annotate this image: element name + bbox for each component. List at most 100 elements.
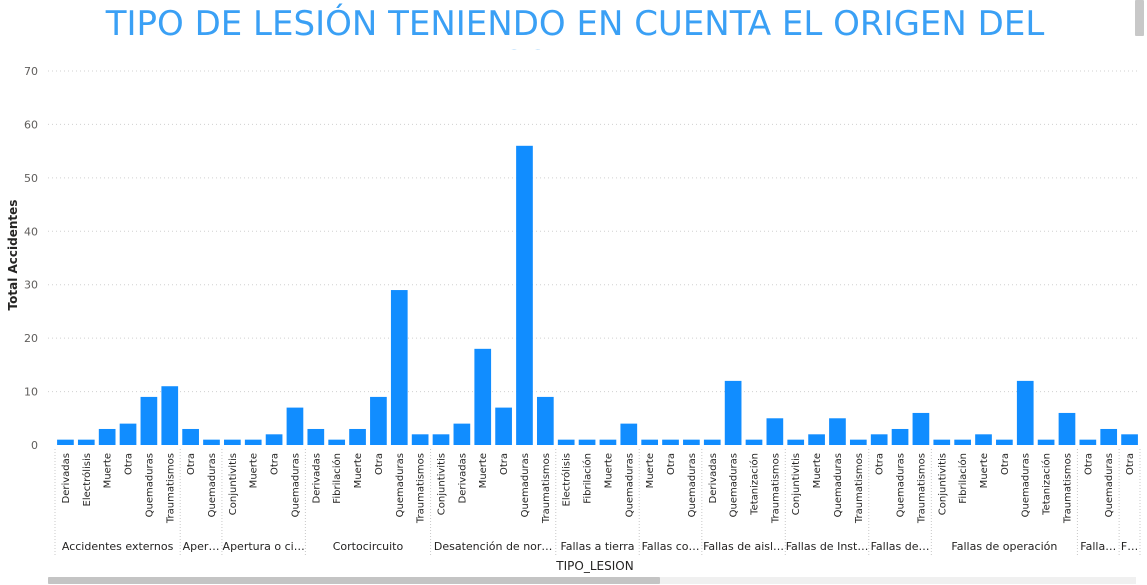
- y-tick-label: 20: [24, 332, 38, 345]
- x-tick-label: Otra: [1083, 453, 1094, 475]
- group-label: Fallas de…: [871, 540, 930, 553]
- x-tick-label: Muerte: [353, 453, 364, 488]
- x-tick-label: Muerte: [249, 453, 260, 488]
- x-tick-label: Fibrilación: [957, 453, 969, 504]
- x-tick-label: Derivadas: [708, 453, 719, 503]
- bar: [808, 434, 825, 445]
- bar: [996, 439, 1013, 445]
- x-tick-label: Conjuntivitis: [437, 453, 448, 515]
- x-tick-label: Otra: [875, 453, 886, 475]
- bar: [390, 290, 408, 445]
- x-tick-label: Quemaduras: [290, 453, 301, 517]
- bar: [182, 428, 199, 445]
- group-label: Desatención de nor…: [434, 540, 553, 553]
- y-tick-label: 40: [24, 225, 38, 238]
- x-tick-label: Derivadas: [311, 453, 322, 503]
- bar: [536, 396, 554, 445]
- x-tick-label: Quemaduras: [520, 453, 531, 517]
- bar: [891, 428, 909, 445]
- bar: [557, 439, 575, 445]
- x-tick-label: Fibrilación: [331, 453, 343, 504]
- bar: [119, 423, 137, 445]
- bar: [787, 439, 805, 445]
- bar: [474, 348, 492, 445]
- bar: [1016, 380, 1034, 445]
- x-tick-label: Traumatismos: [770, 453, 781, 524]
- x-tick-label: Muerte: [645, 453, 656, 488]
- bar: [1058, 412, 1076, 445]
- x-tick-label: Electrólisis: [561, 453, 573, 506]
- x-tick-label: Quemaduras: [207, 453, 218, 517]
- bar: [307, 428, 325, 445]
- x-tick-label: Otra: [499, 453, 510, 475]
- x-tick-label: Derivadas: [457, 453, 468, 503]
- bar: [975, 434, 992, 445]
- bar: [244, 439, 262, 445]
- chart-title: TIPO DE LESIÓN TENIENDO EN CUENTA EL ORI…: [105, 4, 1045, 50]
- bar: [203, 439, 220, 445]
- x-tick-label: Quemaduras: [687, 453, 698, 517]
- x-tick-label: Fibrilación: [582, 453, 594, 504]
- x-tick-label: Muerte: [603, 453, 614, 488]
- x-tick-label: Otra: [1000, 453, 1011, 475]
- bar: [766, 418, 784, 445]
- bar: [516, 145, 533, 446]
- x-tick-label: Quemaduras: [1021, 453, 1032, 517]
- group-label: Fallas de aisl…: [703, 540, 784, 553]
- x-tick-label: Traumatismos: [916, 453, 927, 524]
- x-tick-label: Conjuntivitis: [937, 453, 948, 515]
- bar: [432, 434, 450, 445]
- x-axis-title: TIPO_LESION: [556, 559, 634, 573]
- bar: [1037, 439, 1055, 445]
- bar: [933, 439, 951, 445]
- x-tick-label: Quemaduras: [833, 453, 844, 517]
- bar: [912, 412, 930, 445]
- bar: [849, 439, 867, 445]
- bar: [745, 439, 763, 445]
- bar: [703, 439, 721, 445]
- bar: [57, 439, 74, 445]
- x-tick-label: Quemaduras: [1104, 453, 1115, 517]
- bar: [683, 439, 700, 445]
- horizontal-scrollbar-thumb[interactable]: [48, 577, 660, 584]
- x-tick-label: Otra: [666, 453, 677, 475]
- x-tick-label: Quemaduras: [144, 453, 155, 517]
- y-tick-label: 10: [24, 386, 38, 399]
- bar: [453, 423, 471, 445]
- bar: [161, 386, 179, 445]
- bar: [411, 434, 429, 445]
- group-label: Accidentes externos: [62, 540, 174, 553]
- bar: [599, 439, 617, 445]
- x-tick-label: Otra: [270, 453, 281, 475]
- group-label: Fallas a tierra: [560, 540, 634, 553]
- group-label: F…: [1121, 540, 1138, 553]
- bar: [495, 407, 512, 445]
- bar: [370, 396, 387, 445]
- bar: [98, 428, 116, 445]
- x-tick-label: Traumatismos: [1062, 453, 1073, 524]
- x-tick-label: Traumatismos: [416, 453, 427, 524]
- x-tick-label: Tetanización: [748, 453, 760, 516]
- x-tick-label: Muerte: [103, 453, 114, 488]
- x-tick-label: Derivadas: [61, 453, 72, 503]
- bar: [77, 439, 95, 445]
- x-tick-label: Otra: [124, 453, 135, 475]
- group-label: Fallas co…: [642, 540, 700, 553]
- bar: [662, 439, 679, 445]
- x-tick-label: Conjuntivitis: [791, 453, 802, 515]
- x-tick-label: Muerte: [979, 453, 990, 488]
- bar: [224, 439, 241, 445]
- group-label: Aper…: [183, 540, 220, 553]
- chart-title-container: TIPO DE LESIÓN TENIENDO EN CUENTA EL ORI…: [60, 0, 1090, 50]
- x-tick-label: Traumatismos: [541, 453, 552, 524]
- bar: [328, 439, 346, 445]
- bar: [954, 439, 971, 445]
- x-tick-label: Quemaduras: [395, 453, 406, 517]
- y-tick-label: 50: [24, 172, 38, 185]
- group-label: Falla…: [1080, 540, 1116, 553]
- vertical-scrollbar[interactable]: [1135, 0, 1144, 36]
- y-tick-label: 60: [24, 118, 38, 131]
- x-tick-label: Tetanización: [1041, 453, 1053, 516]
- bar: [1079, 439, 1097, 445]
